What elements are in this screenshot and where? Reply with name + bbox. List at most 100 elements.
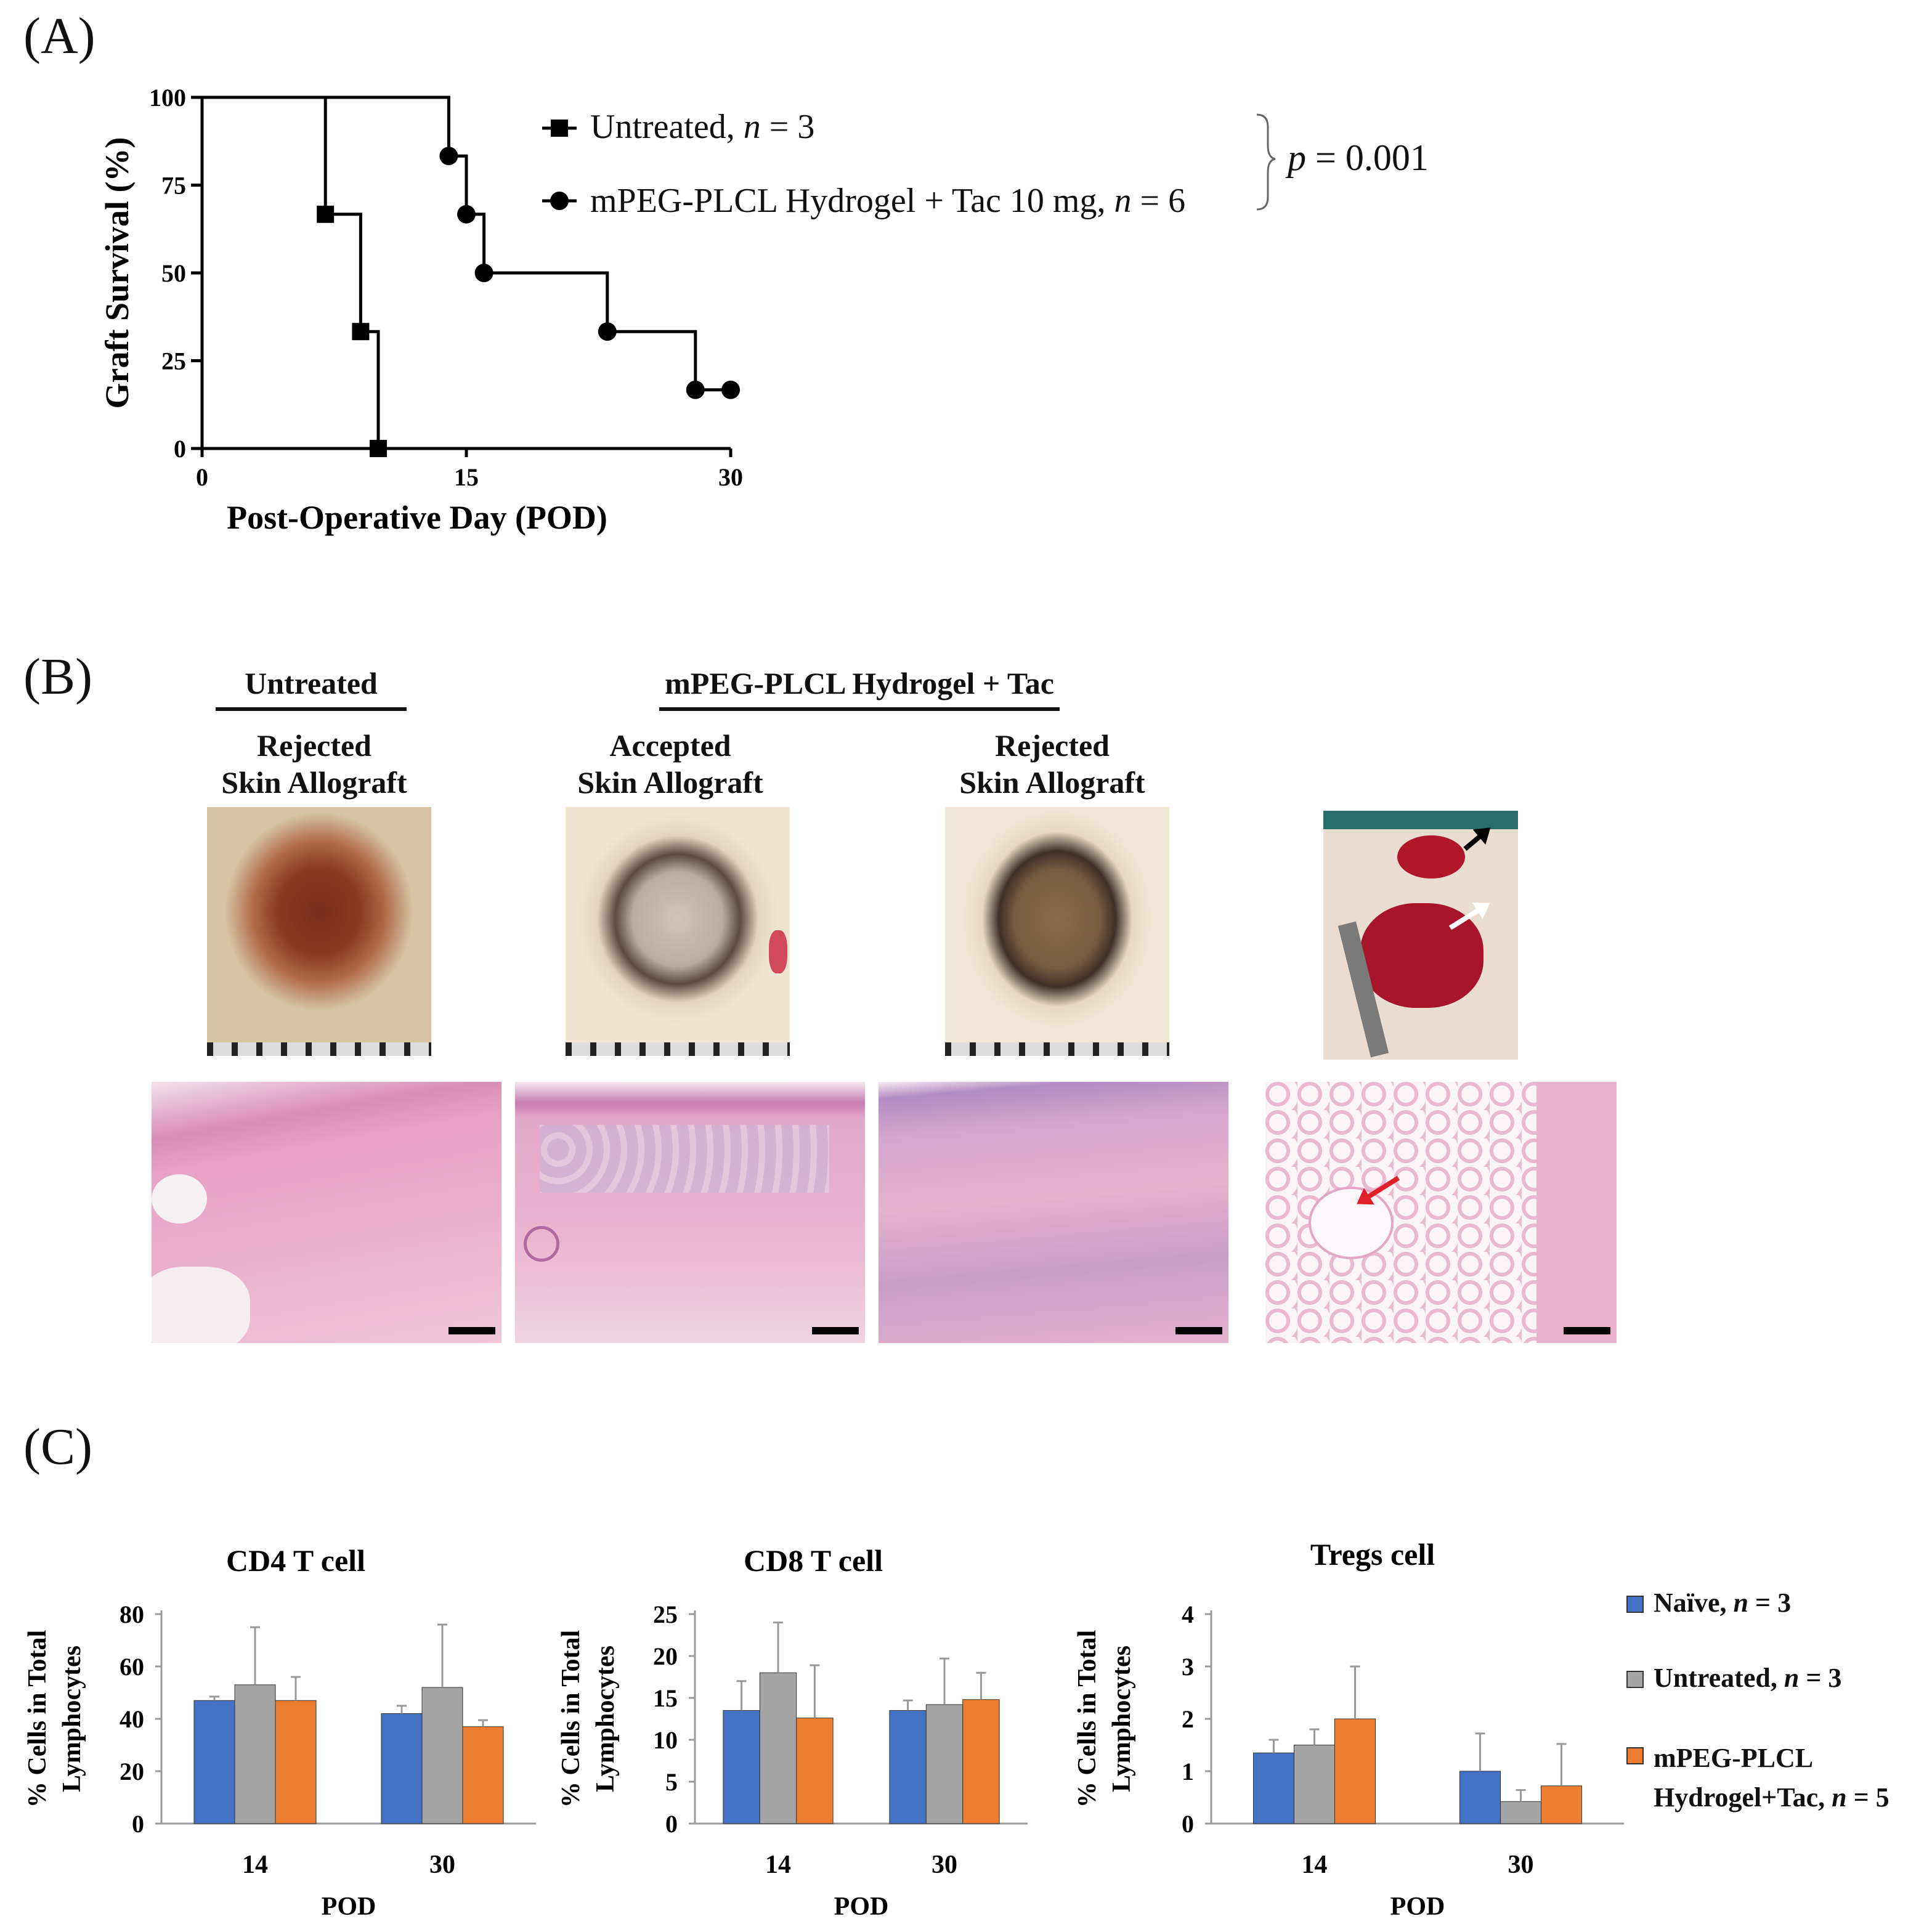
bar: [421, 1687, 463, 1824]
bar-y-tick-label: 20: [120, 1758, 144, 1785]
bar: [234, 1684, 276, 1824]
bar: [759, 1672, 797, 1824]
bar-y-axis-label: % Cells in Total: [557, 1630, 585, 1808]
histology-tac-accepted: [515, 1082, 865, 1343]
survival-chart: 0 25 50 75 100 0 15 30 Post-Operative Day (POD) G…: [99, 84, 1276, 536]
x-tick-label: 15: [454, 463, 479, 491]
histology-tac-rejected: [879, 1082, 1228, 1343]
bar: [723, 1710, 760, 1824]
group-underline-untreated: [216, 707, 407, 711]
legend-swatch-tac: [1626, 1747, 1644, 1764]
survival-line-tac: [202, 95, 731, 392]
bar: [962, 1699, 1000, 1824]
col2-label: Accepted Skin Allograft: [577, 728, 763, 800]
bar: [1294, 1745, 1335, 1824]
x-tick-label: 0: [196, 463, 208, 491]
legend-tac-bar: mPEG-PLCL Hydrogel+Tac, n = 5: [1654, 1743, 1889, 1812]
col3-label: Rejected Skin Allograft: [959, 728, 1145, 800]
p-value-annotation: p = 0.001: [1288, 137, 1429, 178]
bar-x-axis-label: POD: [834, 1893, 889, 1921]
bar-x-axis-label: POD: [1390, 1893, 1445, 1921]
bar: [925, 1704, 964, 1824]
bar: [462, 1726, 504, 1824]
legend-swatch-naive: [1626, 1596, 1644, 1613]
legend-naive: Naïve, n = 3: [1654, 1588, 1792, 1618]
y-axis-label: Graft Survival (%): [99, 137, 136, 409]
histology-untreated: [152, 1082, 501, 1343]
bar-y-tick-label: 80: [120, 1601, 144, 1628]
bar-y-tick-label: 2: [1182, 1705, 1194, 1733]
bar-chart-title: CD4 T cell: [226, 1543, 365, 1578]
bar-x-tick-label: 30: [429, 1851, 455, 1879]
photo-tac-accepted: [566, 807, 790, 1056]
group-heading-untreated: Untreated: [245, 666, 378, 700]
bar-y-tick-label: 0: [132, 1810, 144, 1838]
bar: [1459, 1771, 1501, 1824]
bar-y-axis-label: % Cells in Total: [23, 1630, 52, 1808]
bar-y-tick-label: 60: [120, 1653, 144, 1681]
bar-y-tick-label: 3: [1182, 1653, 1194, 1681]
bar-y-tick-label: 5: [665, 1768, 678, 1796]
bar: [275, 1700, 317, 1824]
survival-point: [457, 205, 476, 224]
legend-tac: mPEG-PLCL Hydrogel + Tac 10 mg, n = 6: [590, 182, 1186, 220]
bar-y-tick-label: 0: [665, 1810, 678, 1838]
bar: [1253, 1752, 1294, 1824]
survival-point: [439, 147, 458, 166]
bar-y-tick-label: 4: [1182, 1601, 1194, 1628]
panel-label-c: (C): [23, 1418, 92, 1475]
bar: [1334, 1718, 1376, 1824]
bar-y-tick-label: 25: [653, 1601, 678, 1628]
panel-label-a: (A): [23, 7, 95, 65]
y-tick-label: 100: [149, 84, 186, 112]
y-tick-label: 50: [161, 259, 186, 287]
panel-label-b: (B): [23, 648, 92, 705]
photo-tac-rejected: [945, 807, 1169, 1056]
bar-x-tick-label: 14: [242, 1851, 268, 1879]
bar-y-axis-label: Lymphocytes: [58, 1646, 86, 1792]
col1-label: Rejected Skin Allograft: [221, 728, 407, 800]
bar-x-tick-label: 30: [1508, 1851, 1534, 1879]
x-axis-label: Post-Operative Day (POD): [227, 499, 607, 536]
bar-x-tick-label: 30: [932, 1851, 957, 1879]
legend-marker-circle: [550, 192, 569, 210]
group-heading-tac: mPEG-PLCL Hydrogel + Tac: [665, 666, 1054, 700]
legend-untreated: Untreated, n = 3: [590, 108, 815, 146]
bar: [1541, 1785, 1582, 1824]
bar-x-axis-label: POD: [322, 1893, 376, 1921]
bar-x-tick-label: 14: [1302, 1851, 1328, 1879]
bar: [796, 1718, 834, 1824]
bar: [381, 1713, 423, 1824]
black-arrow-icon: [1463, 832, 1485, 851]
survival-point: [352, 323, 370, 341]
bar-chart-title: Tregs cell: [1310, 1537, 1435, 1572]
survival-point: [686, 380, 705, 399]
x-tick-label: 30: [718, 463, 743, 491]
bar-y-tick-label: 40: [120, 1705, 144, 1733]
survival-point: [474, 264, 493, 282]
bar-x-tick-label: 14: [765, 1851, 791, 1879]
legend-untreated-bar: Untreated, n = 3: [1654, 1663, 1842, 1693]
bar-y-tick-label: 0: [1182, 1810, 1194, 1838]
survival-line-untreated: [202, 95, 380, 448]
group-underline-tac: [659, 707, 1060, 711]
y-tick-label: 75: [161, 172, 186, 200]
photo-untreated-rejected: [207, 807, 431, 1056]
survival-point: [370, 440, 387, 457]
bar-chart-title: CD8 T cell: [744, 1543, 883, 1578]
legend-marker-square: [551, 120, 568, 137]
y-tick-label: 0: [174, 435, 186, 463]
histology-hydrogel-depot: [1265, 1082, 1617, 1343]
survival-point: [317, 205, 335, 223]
bar: [1500, 1801, 1541, 1824]
survival-point: [598, 322, 617, 341]
bar-y-tick-label: 20: [653, 1642, 678, 1670]
bar-y-tick-label: 10: [653, 1726, 678, 1754]
y-tick-label: 25: [161, 347, 186, 375]
bar: [193, 1700, 235, 1824]
bar-y-axis-label: Lymphocytes: [1108, 1646, 1136, 1792]
legend-swatch-untreated: [1626, 1671, 1644, 1688]
survival-point: [721, 380, 740, 399]
bar-y-tick-label: 1: [1182, 1758, 1194, 1785]
